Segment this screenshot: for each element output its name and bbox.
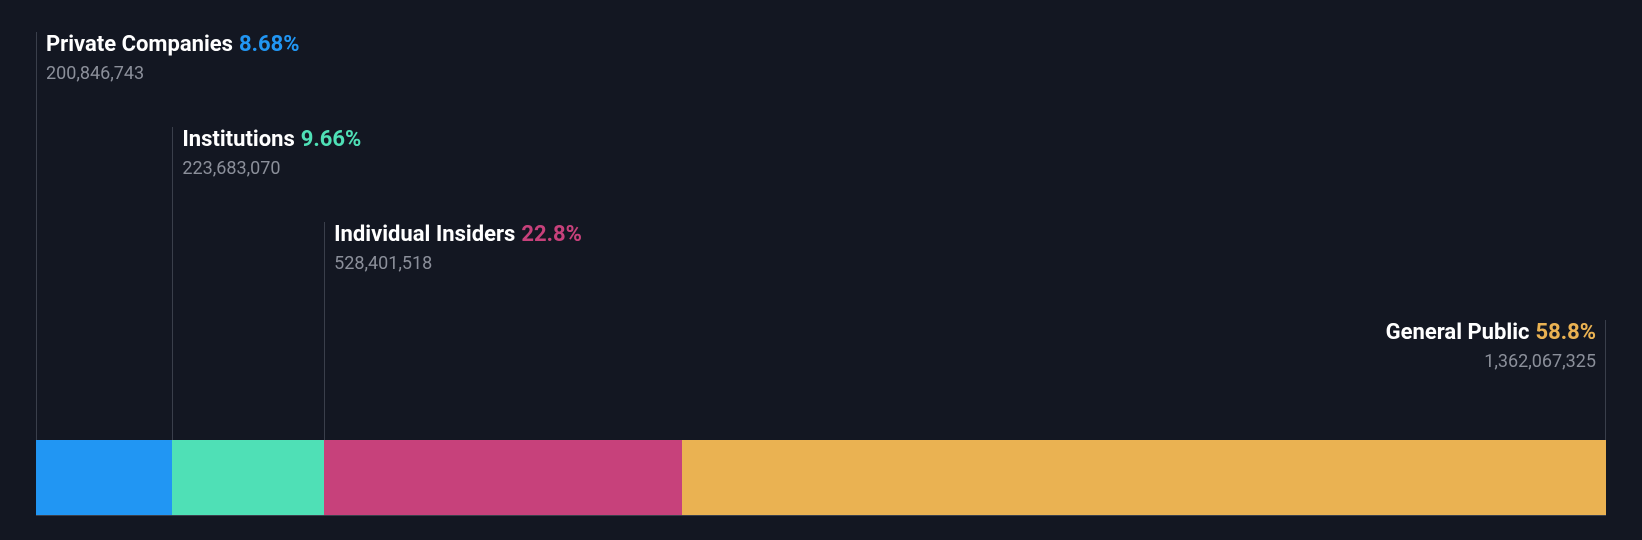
label-percent: 58.8% [1535, 320, 1596, 345]
leader-private_companies [36, 32, 37, 440]
label-general_public: General Public58.8% 1,362,067,325 [1386, 320, 1606, 372]
label-name: General Public [1386, 320, 1530, 345]
segment-private_companies[interactable] [36, 440, 172, 516]
label-percent: 8.68% [239, 32, 300, 57]
label-institutions: Institutions 9.66% 223,683,070 [172, 127, 361, 179]
label-percent: 22.8% [521, 222, 582, 247]
label-individual_insiders: Individual Insiders22.8% 528,401,518 [324, 222, 582, 274]
label-percent: 9.66% [301, 127, 362, 152]
label-name: Private Companies [46, 32, 233, 57]
label-shares: 223,683,070 [182, 158, 361, 179]
label-shares: 200,846,743 [46, 63, 299, 84]
label-shares: 528,401,518 [334, 253, 582, 274]
baseline [36, 515, 1606, 516]
bar-track [36, 440, 1606, 516]
ownership-chart: Private Companies8.68% 200,846,743 Institu… [0, 0, 1642, 540]
label-name: Institutions [182, 127, 294, 152]
label-shares: 1,362,067,325 [1386, 351, 1596, 372]
label-name: Individual Insiders [334, 222, 515, 247]
segment-institutions[interactable] [172, 440, 324, 516]
segment-individual_insiders[interactable] [324, 440, 682, 516]
label-private_companies: Private Companies8.68% 200,846,743 [36, 32, 299, 84]
segment-general_public[interactable] [682, 440, 1606, 516]
